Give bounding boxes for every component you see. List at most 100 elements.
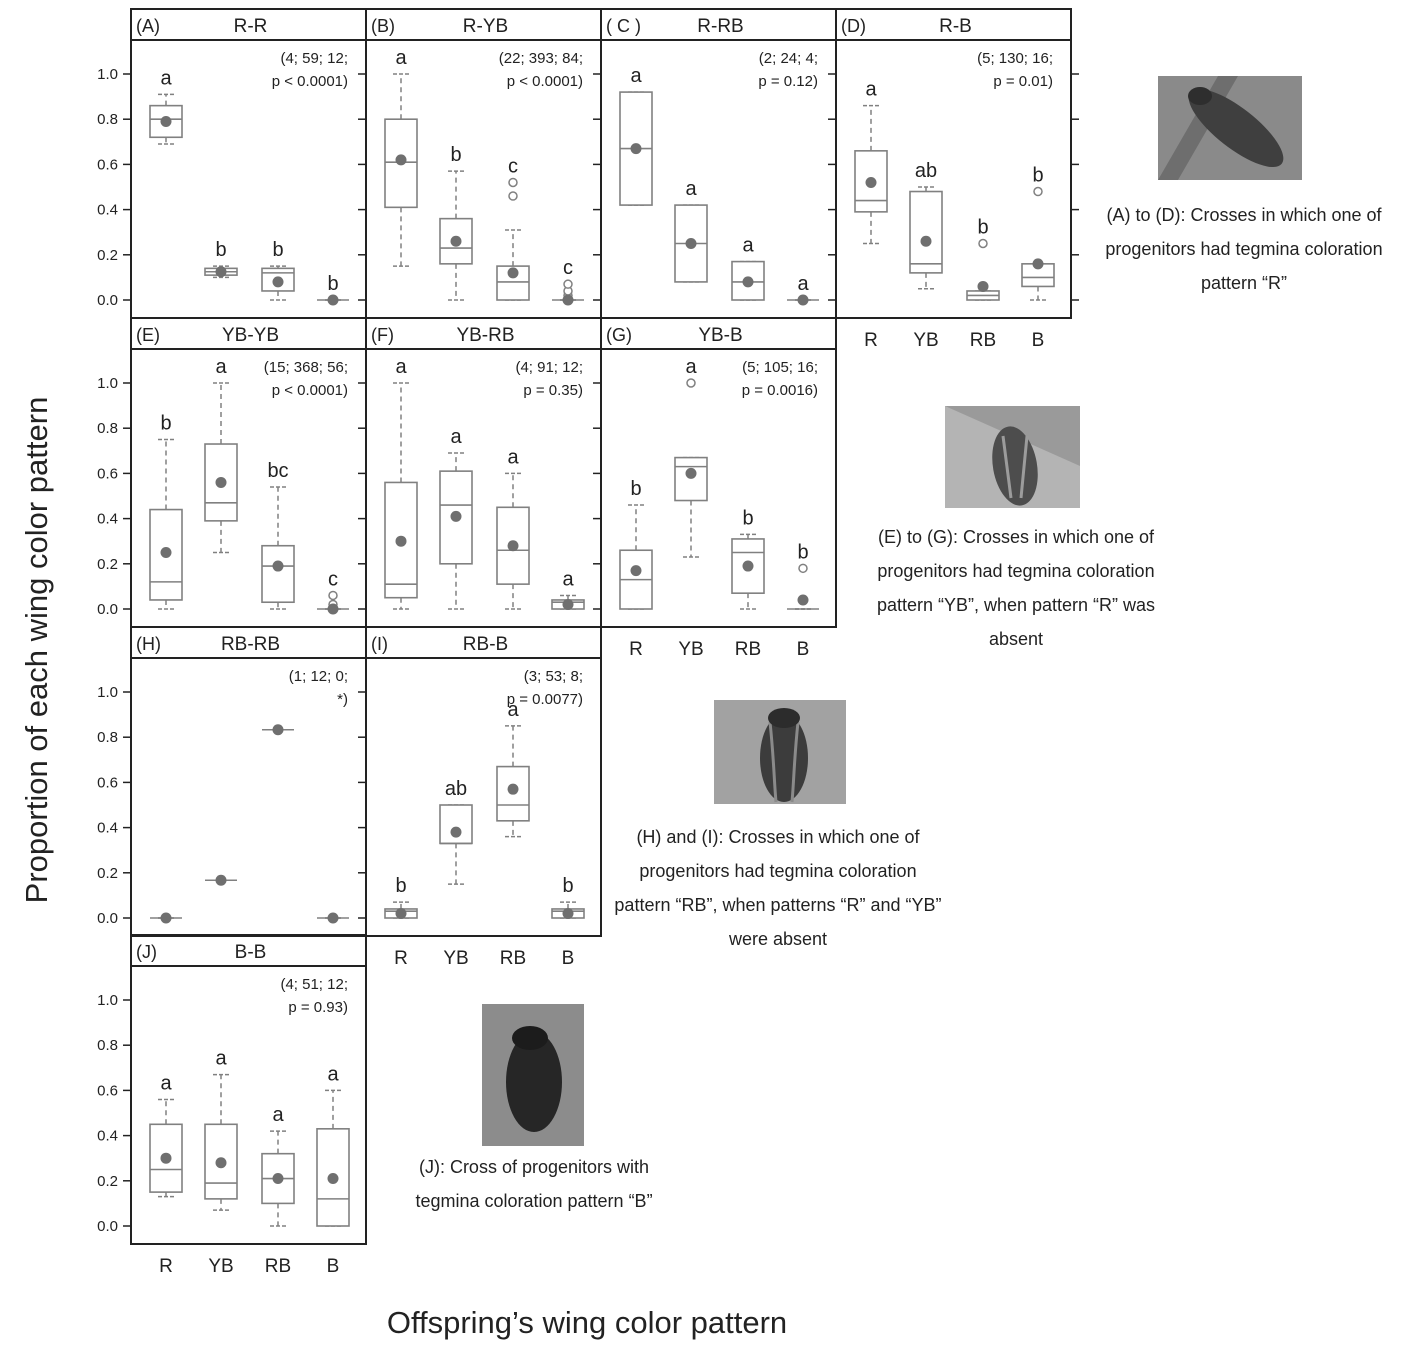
box-yb: b — [439, 144, 473, 301]
significance-letter: a — [630, 65, 642, 87]
box-yb: ab — [909, 160, 943, 290]
x-tick-label: RB — [970, 330, 996, 351]
y-tick-label: 0.6 — [97, 156, 118, 173]
panel-f: (F) YB-RB(4; 91; 12; p = 0.35) a a a a — [358, 317, 602, 628]
mean-point — [562, 598, 574, 610]
significance-letter: a — [562, 568, 574, 590]
mean-point — [160, 115, 172, 127]
box-rb: bc — [261, 460, 295, 610]
panel-a: (A) R-R (4; 59; 12; p < 0.0001) 0.0 0.2 0.4 0.6… — [97, 8, 367, 319]
box-iqr — [674, 456, 708, 502]
mean-point — [630, 565, 642, 577]
panel-title: B-B — [235, 942, 267, 963]
mean-point — [327, 1173, 339, 1185]
x-tick-label: YB — [208, 1256, 233, 1277]
panel-title: R-RB — [697, 16, 743, 37]
mean-point — [1032, 258, 1044, 270]
panel-h: (H) RB-RB (1; 12; 0; *) 0.0 0.2 0.4 0.6 0.8 1.0 — [97, 626, 367, 937]
y-tick-label: 0.0 — [97, 1218, 118, 1235]
stats-annotation: p = 0.12) — [758, 73, 818, 90]
panel-title: YB-B — [698, 325, 742, 346]
panel-title: YB-YB — [222, 325, 279, 346]
significance-letter: b — [450, 144, 461, 166]
box-rb: a — [261, 1104, 295, 1227]
outlier-point — [508, 177, 518, 188]
significance-letter: ab — [445, 778, 467, 800]
box-b: b — [787, 541, 819, 610]
photo-insect-r — [1158, 76, 1302, 180]
stats-annotation: p = 0.35) — [523, 382, 583, 399]
y-tick-label: 0.4 — [97, 820, 118, 837]
y-tick-label: 1.0 — [97, 684, 118, 701]
x-tick-label: R — [394, 948, 408, 969]
mean-point — [272, 276, 284, 288]
box-r: b — [384, 875, 418, 919]
y-tick-label: 1.0 — [97, 66, 118, 83]
panel-title: RB-RB — [221, 634, 280, 655]
box-iqr — [149, 104, 183, 139]
panel-letter: (H) — [136, 634, 161, 654]
stats-annotation: *) — [337, 691, 348, 708]
box-r: a — [149, 1072, 183, 1198]
significance-letter: a — [797, 273, 809, 295]
box-iqr — [316, 1128, 350, 1227]
stats-annotation: p < 0.0001) — [272, 73, 348, 90]
mean-point — [272, 724, 284, 736]
significance-letter: a — [327, 1063, 339, 1085]
significance-letter: a — [160, 1072, 172, 1094]
box-r: a — [149, 67, 183, 145]
y-tick-label: 0.8 — [97, 111, 118, 128]
mean-point — [395, 535, 407, 547]
x-tick-label: YB — [913, 330, 938, 351]
caption-crosses-yb: (E) to (G): Crosses in which one of prog… — [876, 527, 1156, 649]
box-yb — [205, 874, 237, 886]
panel-j: (J) B-B (4; 51; 12; p = 0.93) 0.0 0.2 0.4 0.6 0.… — [97, 934, 367, 1277]
panel-letter: ( C ) — [606, 16, 641, 36]
mean-point — [865, 176, 877, 188]
mean-point — [450, 510, 462, 522]
significance-letter: a — [507, 699, 519, 721]
y-tick-label: 1.0 — [97, 992, 118, 1009]
significance-letter: a — [395, 47, 407, 69]
stats-annotation: (3; 53; 8; — [524, 668, 583, 685]
box-r: a — [619, 65, 653, 206]
y-tick-label: 1.0 — [97, 375, 118, 392]
mean-point — [562, 294, 574, 306]
significance-letter: bc — [267, 460, 288, 482]
stats-annotation: p < 0.0001) — [272, 382, 348, 399]
panel-e: (E) YB-YB (15; 368; 56; p < 0.0001) 0.0 0.2 0.… — [97, 317, 367, 628]
stats-annotation: p = 0.01) — [993, 73, 1053, 90]
stats-annotation: p = 0.0016) — [742, 382, 818, 399]
significance-letter: b — [272, 239, 283, 261]
mean-point — [215, 1157, 227, 1169]
stats-annotation: p < 0.0001) — [507, 73, 583, 90]
caption-cross-b: (J): Cross of progenitors with tegmina c… — [415, 1157, 653, 1211]
panel-frame — [835, 8, 1072, 319]
box-r: a — [854, 79, 888, 245]
mean-point — [450, 826, 462, 838]
mean-point — [920, 235, 932, 247]
y-axis-label-text: Proportion of each wing color pattern — [19, 396, 54, 904]
box-b: c — [317, 568, 349, 615]
box-b — [317, 912, 349, 924]
caption-crosses-r: (A) to (D): Crosses in which one of prog… — [1105, 205, 1383, 293]
box-rb: b — [261, 239, 295, 301]
significance-letter: b — [977, 217, 988, 239]
significance-letter: b — [742, 507, 753, 529]
y-tick-label: 0.2 — [97, 556, 118, 573]
photo-insect-rb — [714, 700, 846, 804]
x-tick-label: B — [327, 1256, 340, 1277]
significance-letter: c — [563, 257, 573, 279]
panel-b: (B) R-YB (22; 393; 84; p < 0.0001) a b c c — [358, 8, 602, 319]
y-tick-label: 0.2 — [97, 247, 118, 264]
x-tick-label: B — [1032, 330, 1045, 351]
significance-letter: c — [508, 155, 518, 177]
x-tick-label: RB — [500, 948, 526, 969]
y-tick-label: 0.6 — [97, 774, 118, 791]
box-r: a — [384, 356, 418, 610]
x-axis-label: Offspring’s wing color pattern — [386, 1305, 788, 1340]
box-rb: a — [496, 446, 530, 610]
panel-title: R-YB — [463, 16, 508, 37]
box-yb: a — [674, 178, 708, 283]
y-tick-label: 0.8 — [97, 1037, 118, 1054]
